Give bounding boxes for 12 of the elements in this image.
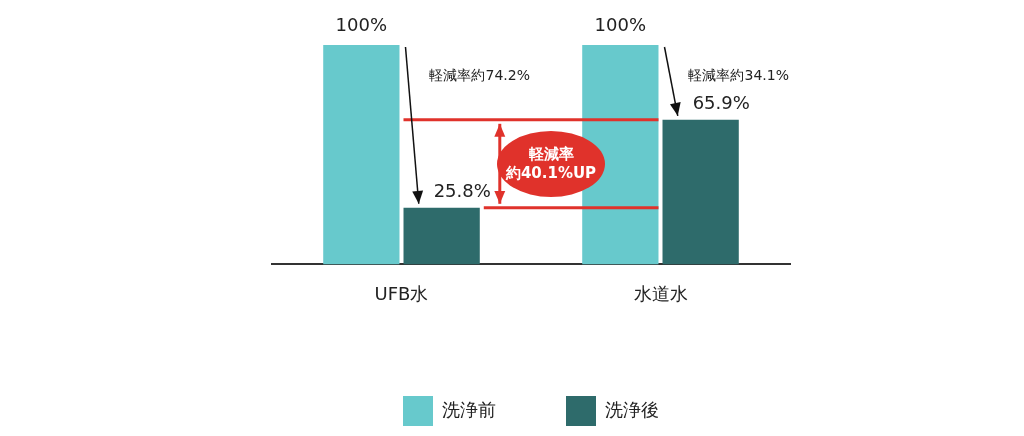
x-tick-label: UFB水 — [374, 282, 429, 304]
data-label: 100% — [594, 13, 647, 35]
x-tick-label: 水道水 — [633, 282, 688, 304]
data-label: 25.8% — [433, 180, 491, 202]
data-label: 100% — [335, 13, 388, 35]
data-label: 65.9% — [692, 92, 750, 114]
legend-label: 洗浄前 — [442, 398, 496, 420]
annotation: 軽減率約34.1% — [688, 67, 789, 85]
annotation: 軽減率 — [528, 144, 574, 164]
annotation: 約40.1%UP — [505, 163, 597, 183]
legend-label: 洗浄後 — [605, 398, 659, 420]
annotation: 軽減率約74.2% — [429, 67, 530, 85]
